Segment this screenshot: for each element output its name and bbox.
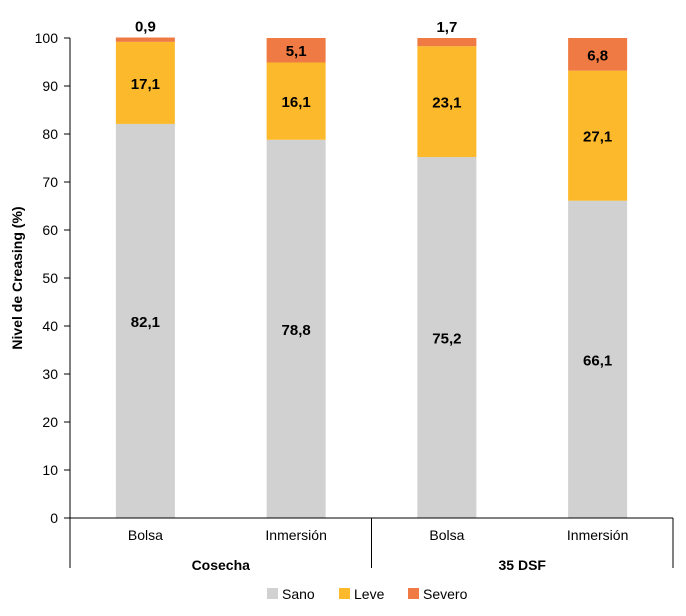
y-tick-label: 40 [42,318,58,334]
data-label: 66,1 [583,352,612,369]
legend-swatch-leve [339,588,350,599]
bar-segment-severo [266,38,326,63]
x-group-label: Cosecha [192,557,251,573]
bar-segment-leve [266,62,326,140]
y-tick-label: 90 [42,78,58,94]
bar-segment-severo [115,37,175,42]
data-label: 78,8 [282,322,311,339]
legend-label: Sano [282,586,315,602]
x-category-label: Inmersión [265,527,326,543]
data-label: 5,1 [286,43,307,60]
bar-segment-leve [417,46,477,158]
legend-swatch-sano [267,588,278,599]
data-label: 82,1 [131,314,160,331]
legend-label: Leve [354,586,385,602]
y-tick-label: 60 [42,222,58,238]
bar-segment-sano [266,139,326,518]
x-group-label: 35 DSF [499,557,547,573]
y-tick-label: 100 [35,30,59,46]
bar-segment-sano [115,123,175,519]
data-label: 17,1 [131,76,160,93]
bar-segment-sano [568,200,628,518]
bar-segment-severo [417,38,477,47]
y-tick-label: 20 [42,414,58,430]
y-tick-label: 30 [42,366,58,382]
data-label: 27,1 [583,129,612,146]
y-tick-label: 50 [42,270,58,286]
data-label: 1,7 [436,19,457,36]
y-tick-label: 80 [42,126,58,142]
x-category-label: Bolsa [128,527,163,543]
y-axis-label: Nivel de Creasing (%) [9,206,25,349]
y-tick-label: 0 [50,510,58,526]
bar-segment-leve [115,41,175,124]
bar-segment-sano [417,157,477,519]
x-category-label: Bolsa [429,527,464,543]
legend-label: Severo [423,586,468,602]
data-label: 16,1 [282,94,311,111]
bar-segment-leve [568,70,628,201]
data-label: 23,1 [432,95,461,112]
bar-segment-severo [568,38,628,71]
y-tick-label: 70 [42,174,58,190]
legend-swatch-severo [408,588,419,599]
x-category-label: Inmersión [567,527,628,543]
y-tick-label: 10 [42,462,58,478]
data-label: 75,2 [432,331,461,348]
data-label: 0,9 [135,19,156,36]
data-label: 6,8 [587,47,608,64]
